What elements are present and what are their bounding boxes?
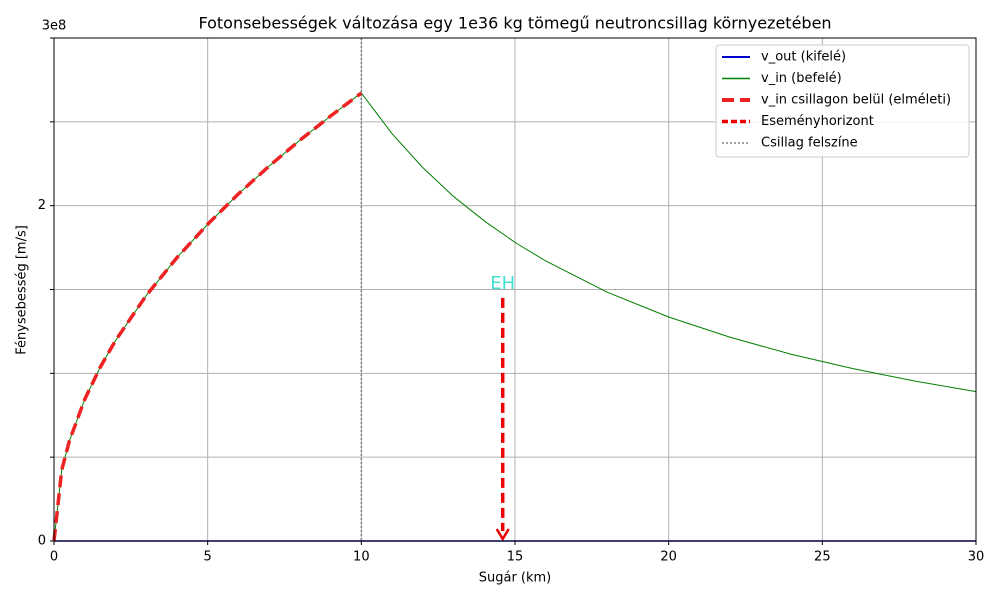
y-tick-label: 2 <box>38 198 46 213</box>
legend-box <box>715 44 970 158</box>
x-tick-label: 5 <box>204 550 212 565</box>
x-tick-label: 20 <box>660 550 677 565</box>
arrow-head <box>495 528 510 542</box>
x-tick-label: 30 <box>968 550 985 565</box>
series-line <box>52 91 363 542</box>
legend-label: v_in csillagon belül (elméleti) <box>761 93 951 108</box>
legend-label: v_in (befelé) <box>761 71 842 86</box>
legend: v_out (kifelé) v_in (befelé) v_in csillago… <box>715 44 970 158</box>
x-tick-label: 15 <box>507 550 524 565</box>
y-axis-label: Fénysebesség [m/s] <box>15 225 30 355</box>
legend-label: Eseményhorizont <box>761 114 874 129</box>
x-axis-label: Sugár (km) <box>479 571 552 586</box>
event-horizon-label: EH <box>490 273 515 294</box>
legend-label: Csillag felszíne <box>761 136 858 151</box>
y-tick-label: 0 <box>38 534 46 549</box>
x-tick-label: 0 <box>50 550 58 565</box>
legend-label: v_out (kifelé) <box>761 50 846 65</box>
chart-title: Fotonsebességek változása egy 1e36 kg tö… <box>198 14 831 33</box>
x-tick-label: 25 <box>814 550 831 565</box>
x-tick-label: 10 <box>353 550 370 565</box>
y-offset-label: 3e8 <box>42 19 67 34</box>
plot-frame <box>53 37 977 542</box>
